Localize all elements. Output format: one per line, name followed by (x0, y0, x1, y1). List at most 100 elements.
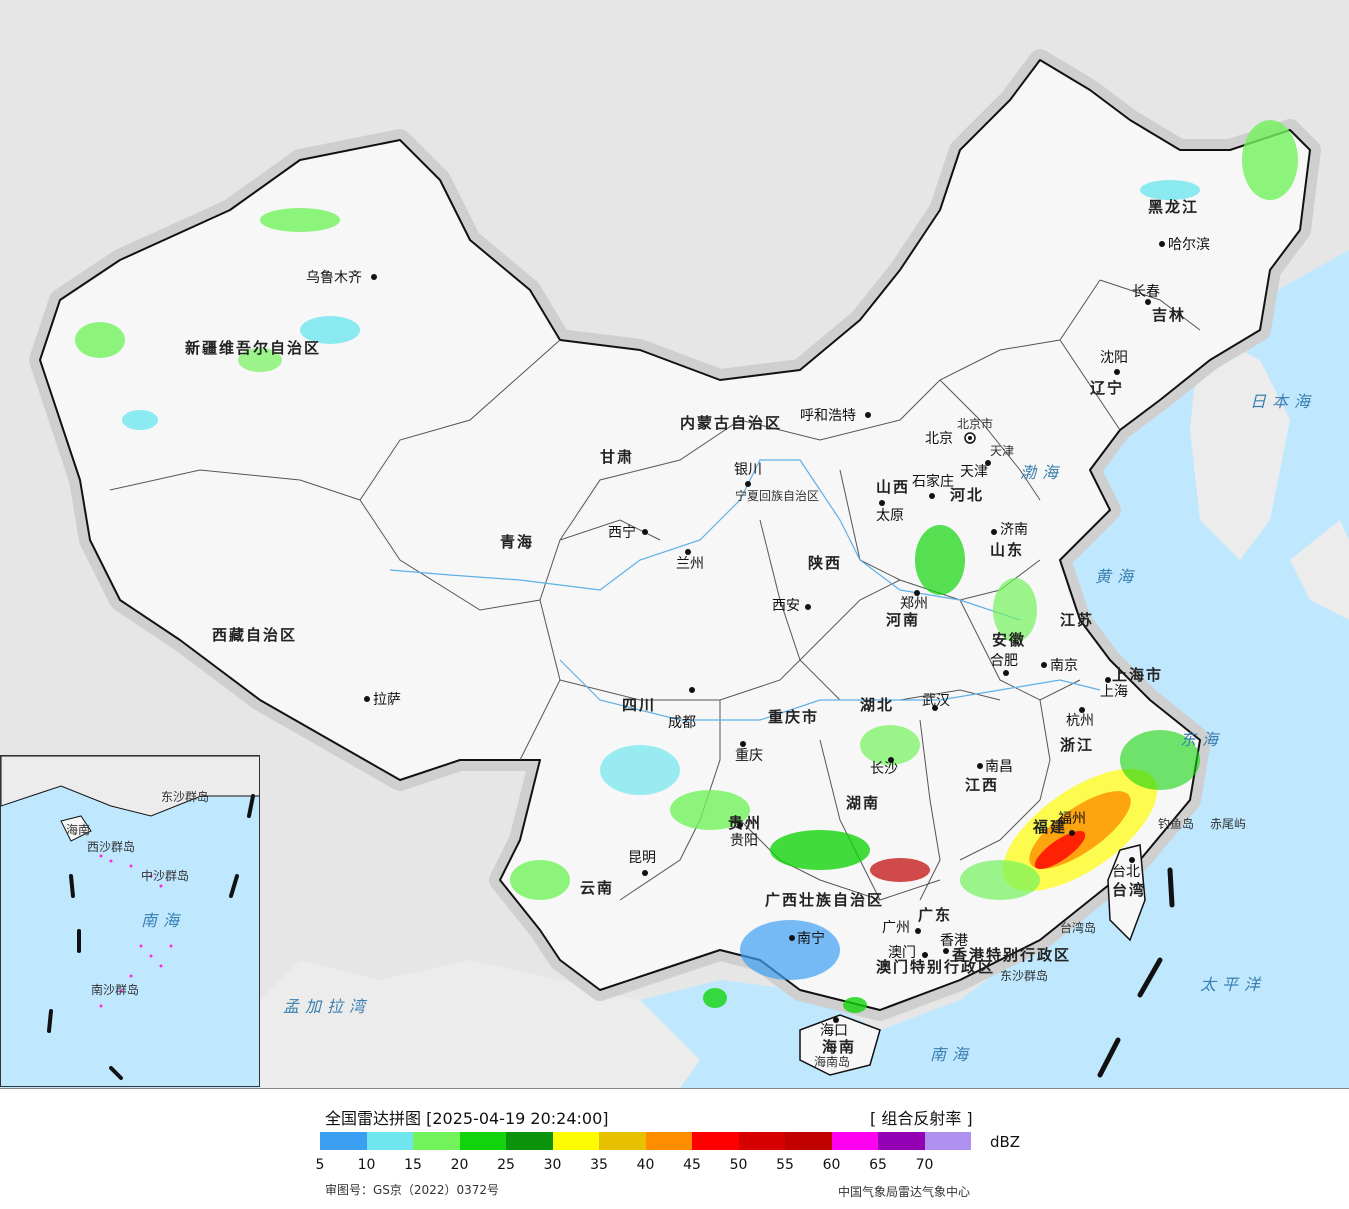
svg-text:兰州: 兰州 (676, 556, 704, 572)
province-labels: 新疆维吾尔自治区 西藏自治区 青海 甘肃 内蒙古自治区 黑龙江 吉林 辽宁 河北… (185, 198, 1197, 1056)
svg-text:武汉: 武汉 (922, 693, 950, 709)
boundary-dashes (1097, 867, 1175, 1078)
province-label-guizhou: 贵州 (728, 814, 762, 832)
legend-tick-3: 20 (450, 1157, 469, 1173)
sea-label-east-sea: 东海 (1180, 730, 1224, 749)
province-label-fujian: 福建 (1032, 818, 1067, 836)
svg-text:长春: 长春 (1132, 284, 1160, 300)
neighbor-land-japan (1290, 520, 1349, 620)
svg-text:上海: 上海 (1100, 684, 1128, 700)
inset-label-south-sea: 南海 (141, 911, 185, 930)
province-label-beijing: 北京市 (957, 416, 993, 431)
legend-tick-10: 55 (776, 1157, 794, 1173)
inset-islands (99, 854, 173, 1008)
svg-text:广州: 广州 (882, 920, 910, 936)
inset-label-dongsha: 东沙群岛 (161, 789, 209, 804)
province-label-sichuan: 四川 (622, 696, 656, 714)
taiwan-island (1107, 844, 1146, 942)
legend-swatch-1 (366, 1132, 413, 1150)
svg-text:南昌: 南昌 (985, 759, 1013, 775)
svg-text:南宁: 南宁 (797, 930, 825, 947)
svg-text:长沙: 长沙 (870, 761, 898, 777)
svg-text:拉萨: 拉萨 (373, 692, 401, 708)
province-label-qinghai: 青海 (500, 533, 534, 551)
legend-swatch-12 (878, 1132, 925, 1150)
province-label-shanghai: 上海市 (1112, 666, 1163, 684)
city-taiyuan: 太原 (876, 500, 904, 524)
legend-tick-8: 45 (683, 1157, 701, 1173)
svg-text:福州: 福州 (1058, 811, 1086, 827)
svg-text:石家庄: 石家庄 (912, 473, 954, 490)
city-chongqing: 重庆 (735, 741, 763, 764)
sea-label-bay-of-bengal: 孟加拉湾 (283, 997, 371, 1016)
city-yinchuan: 银川 (734, 462, 762, 487)
island-label-dongsha: 东沙群岛 (1000, 968, 1048, 983)
province-label-shanxi: 山西 (876, 478, 910, 496)
legend-ticks: 5 10 15 20 25 30 35 40 45 50 55 60 65 70 (300, 1157, 1000, 1175)
sea-label-south-sea: 南海 (930, 1045, 974, 1064)
svg-text:昆明: 昆明 (628, 850, 656, 866)
province-label-xizang: 西藏自治区 (212, 626, 297, 644)
hainan-island (799, 1014, 881, 1076)
svg-text:南京: 南京 (1050, 658, 1078, 674)
legend-swatch-8 (692, 1132, 739, 1150)
legend-tick-0: 5 (315, 1157, 325, 1173)
province-label-taiwan: 台湾 (1112, 881, 1146, 899)
city-fuzhou: 福州 (1058, 811, 1086, 836)
legend-tick-9: 50 (729, 1157, 748, 1173)
province-label-yunnan: 云南 (580, 879, 614, 897)
city-lhasa: 拉萨 (364, 692, 401, 708)
city-kunming: 昆明 (628, 850, 656, 876)
province-label-liaoning: 辽宁 (1090, 379, 1124, 397)
island-label-taiwan: 台湾岛 (1060, 920, 1096, 935)
city-changsha: 长沙 (870, 757, 898, 777)
neighbor-land (1190, 330, 1290, 560)
city-harbin: 哈尔滨 (1159, 237, 1210, 253)
legend-tick-5: 30 (543, 1157, 562, 1173)
province-label-macau: 澳门特别行政区 (876, 958, 995, 976)
province-label-shandong: 山东 (990, 541, 1024, 559)
svg-text:西宁: 西宁 (608, 524, 636, 541)
legend-tick-2: 15 (404, 1157, 422, 1173)
city-hongkong: 香港 (940, 933, 968, 954)
inset-label-zhongsha: 中沙群岛 (141, 868, 189, 883)
legend-swatch-3 (459, 1132, 506, 1150)
province-label-henan: 河南 (886, 611, 920, 629)
sea-label-japan-sea: 日本海 (1250, 392, 1316, 411)
svg-text:郑州: 郑州 (900, 596, 928, 612)
svg-text:海口: 海口 (820, 1023, 848, 1039)
city-guangzhou: 广州 (882, 920, 921, 936)
legend-swatch-11 (831, 1132, 878, 1150)
legend-swatch-4 (506, 1132, 553, 1150)
city-nanning: 南宁 (789, 930, 825, 947)
legend-color-bar (320, 1132, 971, 1150)
city-nanchang: 南昌 (977, 759, 1013, 775)
city-hefei: 合肥 (990, 653, 1018, 676)
island-label-hainan: 海南岛 (814, 1054, 850, 1069)
city-xining: 西宁 (608, 524, 648, 541)
legend-unit: dBZ (990, 1133, 1021, 1151)
city-beijing: 北京 (925, 431, 976, 447)
sea-label-yellow-sea: 黄海 (1095, 567, 1139, 586)
svg-text:太原: 太原 (876, 508, 904, 524)
legend-panel: 全国雷达拼图 [2025-04-19 20:24:00] [ 组合反射率 ] d… (0, 1088, 1349, 1209)
city-xian: 西安 (772, 598, 811, 614)
inset-dashes (47, 794, 255, 1080)
svg-text:北京: 北京 (925, 431, 953, 447)
legend-title: 全国雷达拼图 [2025-04-19 20:24:00] (325, 1109, 609, 1128)
legend-tick-12: 65 (869, 1157, 887, 1173)
city-nanjing: 南京 (1041, 658, 1078, 674)
province-label-xinjiang: 新疆维吾尔自治区 (185, 339, 321, 357)
city-macau: 澳门 (888, 945, 928, 961)
city-shijiazhuang: 石家庄 (912, 473, 954, 499)
city-hangzhou: 杭州 (1066, 707, 1094, 729)
svg-text:香港: 香港 (940, 933, 968, 949)
south-china-sea-inset: 海南 南海 西沙群岛 中沙群岛 南沙群岛 东沙群岛 (0, 755, 260, 1087)
legend-tick-1: 10 (357, 1157, 376, 1173)
legend-swatch-13 (924, 1132, 971, 1150)
inset-label-hainan: 海南 (66, 822, 90, 837)
svg-text:成都: 成都 (668, 715, 696, 731)
city-guiyang: 贵阳 (730, 822, 758, 849)
legend-swatch-6 (599, 1132, 646, 1150)
legend-swatch-2 (413, 1132, 460, 1150)
